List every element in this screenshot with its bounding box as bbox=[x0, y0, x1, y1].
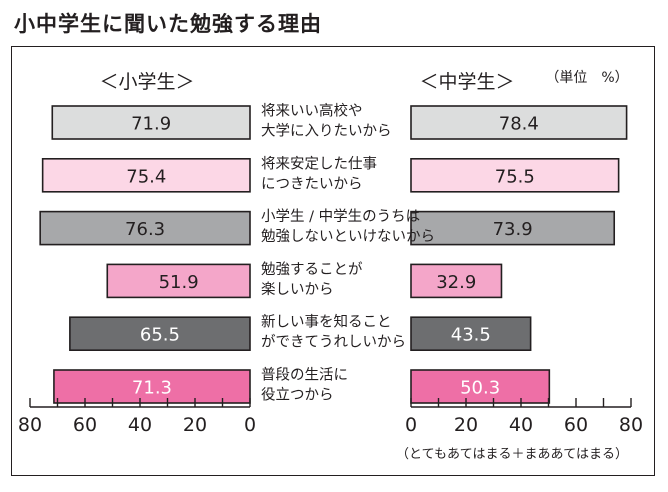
value-label-jhs-2: 73.9 bbox=[493, 219, 533, 240]
value-label-jhs-3: 32.9 bbox=[436, 272, 476, 293]
bar-jhs-1 bbox=[410, 158, 620, 193]
value-label-es-1: 75.4 bbox=[126, 166, 166, 187]
footnote: （とてもあてはまる＋まああてはまる） bbox=[396, 447, 628, 462]
category-label-5-line-1: 役立つから bbox=[261, 387, 334, 404]
bar-jhs-0 bbox=[410, 105, 628, 140]
bar-es-1 bbox=[41, 158, 251, 193]
tick-label-right-80: 80 bbox=[619, 414, 643, 436]
category-label-4-line-0: 新しい事を知ること bbox=[261, 314, 392, 331]
category-label-3-line-0: 勉強することが bbox=[261, 261, 363, 278]
value-label-es-5: 71.3 bbox=[132, 378, 172, 399]
bar-es-0 bbox=[51, 105, 251, 140]
tick-label-right-60: 60 bbox=[564, 414, 588, 436]
category-label-5-line-0: 普段の生活に bbox=[261, 367, 348, 384]
category-label-3-line-1: 楽しいから bbox=[261, 281, 334, 298]
category-label-4-line-1: ができてうれしいから bbox=[261, 334, 406, 351]
tick-label-left-60: 60 bbox=[73, 414, 97, 436]
bar-es-5 bbox=[53, 369, 251, 404]
bar-es-3 bbox=[106, 263, 251, 299]
tick-label-right-40: 40 bbox=[509, 414, 533, 436]
category-label-2-line-1: 勉強しないといけないから bbox=[261, 228, 435, 245]
value-label-jhs-4: 43.5 bbox=[451, 325, 491, 346]
tick-label-left-20: 20 bbox=[183, 414, 207, 436]
category-label-0-line-1: 大学に入りたいから bbox=[261, 123, 392, 140]
bar-es-4 bbox=[69, 316, 251, 352]
bar-es-2 bbox=[39, 210, 251, 246]
tick-label-left-40: 40 bbox=[128, 414, 152, 436]
value-label-jhs-0: 78.4 bbox=[499, 114, 539, 135]
value-label-jhs-1: 75.5 bbox=[495, 166, 535, 187]
tick-label-right-0: 0 bbox=[405, 414, 417, 436]
chart-frame bbox=[11, 46, 655, 476]
category-label-1-line-0: 将来安定した仕事 bbox=[261, 155, 377, 172]
value-label-es-0: 71.9 bbox=[131, 114, 171, 135]
series-header-elementary: ＜小学生＞ bbox=[99, 71, 194, 93]
category-label-0-line-0: 将来いい高校や bbox=[261, 103, 363, 120]
page-title: 小中学生に聞いた勉強する理由 bbox=[14, 12, 322, 36]
tick-label-left-80: 80 bbox=[18, 414, 42, 436]
category-label-1-line-1: につきたいから bbox=[261, 175, 363, 192]
tick-label-right-20: 20 bbox=[454, 414, 478, 436]
category-label-2-line-0: 小学生 / 中学生のうちは bbox=[261, 208, 420, 225]
value-label-es-2: 76.3 bbox=[125, 219, 165, 240]
series-header-junior-high: ＜中学生＞ bbox=[419, 71, 514, 93]
unit-label: （単位 %） bbox=[545, 70, 628, 86]
value-label-es-3: 51.9 bbox=[159, 272, 199, 293]
value-label-es-4: 65.5 bbox=[140, 325, 180, 346]
bar-jhs-2 bbox=[410, 210, 616, 246]
value-label-jhs-5: 50.3 bbox=[460, 378, 500, 399]
tick-label-left-0: 0 bbox=[244, 414, 256, 436]
bar-jhs-3 bbox=[410, 263, 503, 299]
bar-jhs-4 bbox=[410, 316, 532, 352]
bar-jhs-5 bbox=[410, 369, 551, 404]
